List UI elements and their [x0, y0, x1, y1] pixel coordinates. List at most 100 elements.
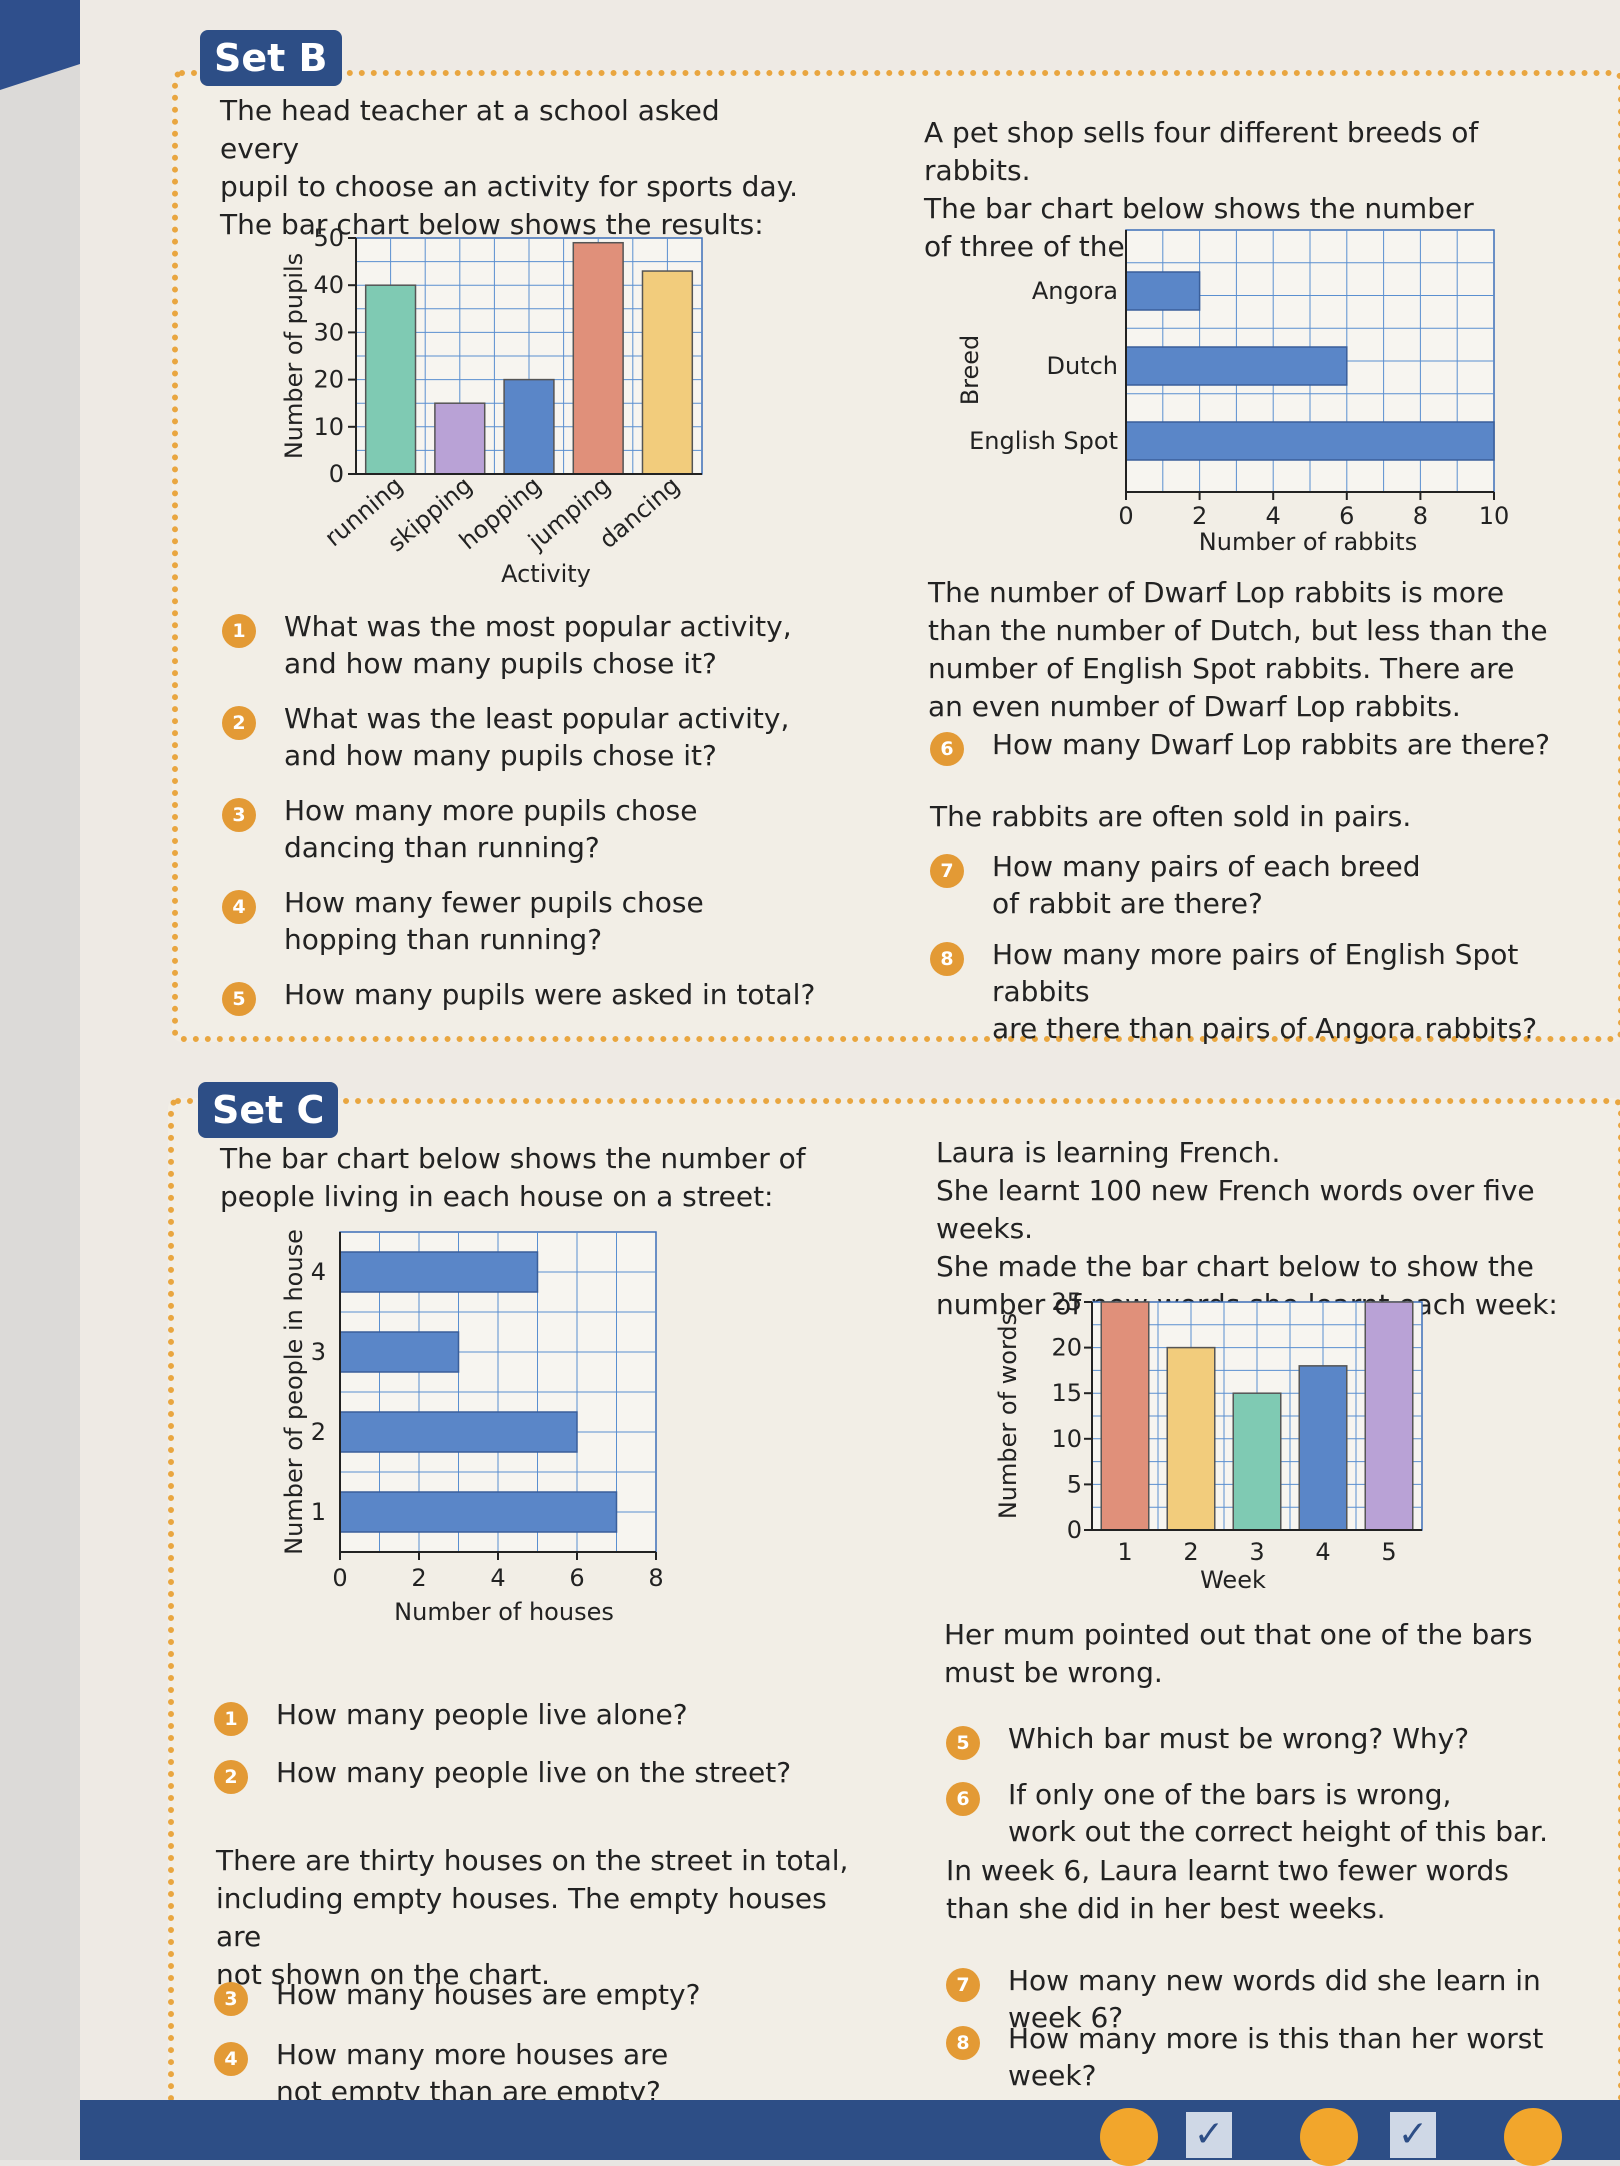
y-tick-label: 30 — [313, 318, 344, 346]
left-page-edge — [0, 0, 100, 2160]
set-c-intro-left: The bar chart below shows the number of … — [220, 1140, 820, 1216]
y-tick-label: English Spot — [969, 427, 1118, 455]
question-text: How many people live on the street? — [276, 1754, 791, 1791]
text-line: How many pupils were asked in total? — [284, 978, 816, 1011]
text-line: than she did in her best weeks. — [946, 1892, 1386, 1925]
set-b-intro-left: The head teacher at a school asked every… — [220, 92, 800, 244]
activity-bar-chart: 01020304050runningskippinghoppingjumping… — [280, 224, 703, 588]
bar-3-people — [339, 1331, 460, 1373]
y-tick-label: 25 — [1051, 1290, 1082, 1316]
x-tick-label: 2 — [411, 1564, 426, 1592]
question-number-badge: 3 — [214, 1982, 248, 2016]
set-c-tag: Set C — [198, 1082, 339, 1138]
text-line: work out the correct height of this bar. — [1008, 1815, 1549, 1848]
question-text: What was the most popular activity, and h… — [284, 608, 792, 682]
x-tick-label: 1 — [1117, 1538, 1132, 1566]
checkbox-tick-icon: ✓ — [1186, 2112, 1232, 2158]
x-tick-label: 2 — [1192, 502, 1207, 530]
y-axis-label: Breed — [956, 335, 984, 406]
text-line: pupil to choose an activity for sports d… — [220, 170, 799, 203]
text-line: The bar chart below shows the number — [924, 192, 1474, 225]
bar-running — [364, 284, 417, 475]
question-number-badge: 8 — [930, 942, 964, 976]
question-text: Which bar must be wrong? Why? — [1008, 1720, 1469, 1757]
text-line: If only one of the bars is wrong, — [1008, 1778, 1452, 1811]
bar-week-5 — [1364, 1301, 1414, 1531]
y-tick-label: 4 — [311, 1258, 326, 1286]
bar-2-people — [339, 1411, 578, 1453]
x-axis-label: Number of rabbits — [1199, 528, 1417, 556]
y-tick-label: 0 — [1067, 1516, 1082, 1544]
bar-1-people — [339, 1491, 618, 1533]
text-line: and how many pupils chose it? — [284, 647, 717, 680]
question-number-badge: 8 — [946, 2026, 980, 2060]
x-tick-label: 10 — [1479, 502, 1510, 530]
question-text: What was the least popular activity, and … — [284, 700, 789, 774]
x-tick-label: 5 — [1381, 1538, 1396, 1566]
y-axis-label: Number of words — [994, 1313, 1022, 1519]
dwarf-lop-text: The number of Dwarf Lop rabbits is more … — [928, 574, 1568, 726]
y-tick-label: Angora — [1032, 277, 1118, 305]
french-words-bar-chart: 0 5 10 15 20 25 1 2 3 4 5 Week Number of words — [994, 1290, 1423, 1594]
x-axis-label: Week — [1200, 1566, 1266, 1594]
text-line: How many more pairs of English Spot rabb… — [992, 938, 1519, 1008]
y-tick-label: 10 — [313, 413, 344, 441]
question-text: How many pupils were asked in total? — [284, 976, 815, 1013]
y-tick-label: 40 — [313, 271, 344, 299]
week-6-text: In week 6, Laura learnt two fewer words … — [946, 1852, 1586, 1928]
text-line: How many fewer pupils chose — [284, 886, 704, 919]
pairs-text: The rabbits are often sold in pairs. — [930, 800, 1412, 833]
text-line: She made the bar chart below to show the — [936, 1250, 1534, 1283]
text-line: In week 6, Laura learnt two fewer words — [946, 1854, 1509, 1887]
text-line: How many more is this than her worst wee… — [1008, 2022, 1544, 2092]
x-tick-label: 4 — [490, 1564, 505, 1592]
bar-week-3 — [1232, 1392, 1282, 1531]
y-axis-label: Number of pupils — [280, 253, 308, 459]
smiley-face-icon — [1504, 2108, 1562, 2166]
text-line: She learnt 100 new French words over fiv… — [936, 1174, 1535, 1245]
text-line: There are thirty houses on the street in… — [216, 1844, 849, 1877]
y-tick-label: 3 — [311, 1338, 326, 1366]
text-line: What was the least popular activity, — [284, 702, 790, 735]
bar-angora — [1125, 271, 1201, 311]
text-line: The bar chart below shows the results: — [220, 208, 764, 241]
rabbit-bar-chart: Angora Dutch English Spot 0 2 4 6 8 10 Number of … — [956, 229, 1510, 556]
text-line: How many pairs of each breed — [992, 850, 1421, 883]
checkbox-tick-icon: ✓ — [1390, 2112, 1436, 2158]
mum-text: Her mum pointed out that one of the bars… — [944, 1616, 1584, 1692]
question-number-badge: 1 — [222, 614, 256, 648]
x-tick-label: 8 — [1413, 502, 1428, 530]
text-line: and how many pupils chose it? — [284, 739, 717, 772]
x-tick-label: 4 — [1315, 1538, 1330, 1566]
question-text: How many more pairs of English Spot rabb… — [992, 936, 1620, 1047]
text-line: an even number of Dwarf Lop rabbits. — [928, 690, 1461, 723]
question-number-badge: 2 — [214, 1760, 248, 1794]
bar-english-spot — [1125, 421, 1495, 461]
text-line: A pet shop sells four different breeds o… — [924, 116, 1479, 187]
bar-4-people — [339, 1251, 539, 1293]
text-line: How many more pupils chose — [284, 794, 698, 827]
y-tick-label: 2 — [311, 1418, 326, 1446]
x-tick-label: 8 — [648, 1564, 663, 1592]
question-number-badge: 7 — [930, 854, 964, 888]
question-text: How many more is this than her worst wee… — [1008, 2020, 1620, 2094]
question-number-badge: 5 — [222, 982, 256, 1016]
bar-week-4 — [1298, 1365, 1348, 1531]
text-line: are there than pairs of Angora rabbits? — [992, 1012, 1538, 1045]
y-tick-label: Dutch — [1046, 352, 1118, 380]
y-tick-label: 20 — [313, 366, 344, 394]
text-line: How many people live on the street? — [276, 1756, 792, 1789]
text-line: including empty houses. The empty houses… — [216, 1882, 827, 1953]
text-line: number of English Spot rabbits. There ar… — [928, 652, 1515, 685]
x-tick-label: 6 — [569, 1564, 584, 1592]
smiley-face-icon — [1300, 2108, 1358, 2166]
question-number-badge: 2 — [222, 706, 256, 740]
footer-bar — [80, 2100, 1620, 2160]
set-b-tag: Set B — [200, 30, 342, 86]
text-line: dancing than running? — [284, 831, 600, 864]
y-tick-label: 5 — [1067, 1470, 1082, 1498]
text-line: The bar chart below shows the number of — [220, 1142, 806, 1175]
text-line: Her mum pointed out that one of the bars — [944, 1618, 1533, 1651]
text-line: The head teacher at a school asked every — [220, 94, 720, 165]
